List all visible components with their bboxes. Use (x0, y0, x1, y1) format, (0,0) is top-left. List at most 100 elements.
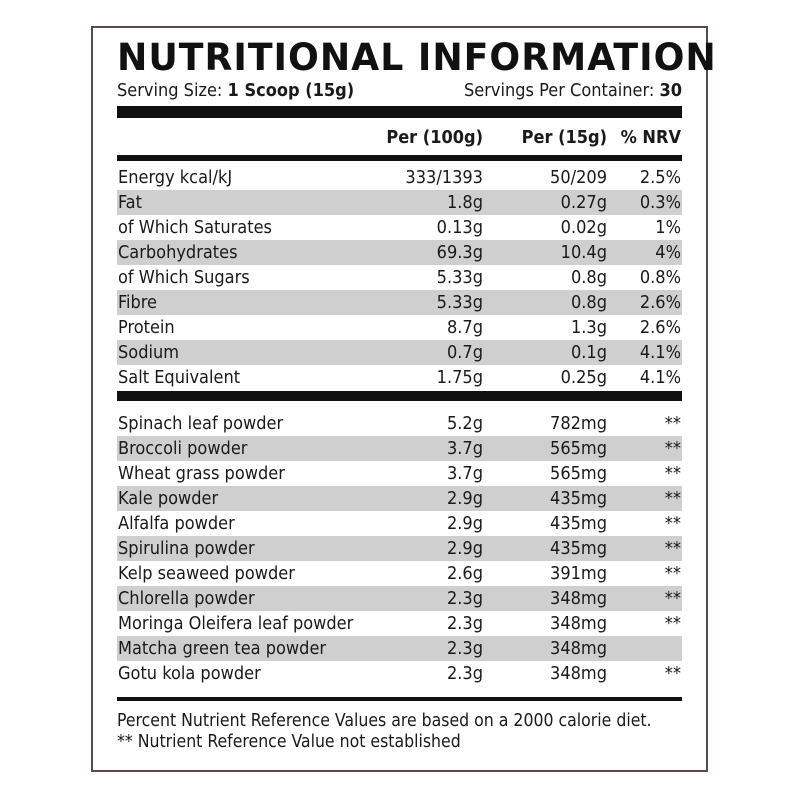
cell-per15: 0.25g (560, 367, 607, 388)
cell-nrv: 2.6% (639, 317, 681, 338)
cell-name: Chlorella powder (118, 588, 255, 609)
cell-name: Energy kcal/kJ (118, 167, 233, 188)
servings-per-container-value: 30 (659, 80, 682, 101)
cell-name: Kale powder (118, 488, 219, 509)
divider-section (117, 391, 682, 401)
cell-nrv: 2.6% (639, 292, 681, 313)
nutrient-row: of Which Saturates 0.13g 0.02g 1% (117, 215, 682, 240)
cell-per100: 8.7g (446, 317, 483, 338)
ingredient-row: Moringa Oleifera leaf powder 2.3g 348mg ** (117, 611, 682, 636)
cell-per15: 348mg (550, 663, 607, 684)
cell-per100: 2.3g (446, 638, 483, 659)
cell-nrv: 4.1% (639, 342, 681, 363)
cell-name: Protein (118, 317, 175, 338)
nutrition-label: NUTRITIONAL INFORMATION Serving Size: 1 … (117, 28, 717, 770)
cell-nrv: ** (664, 463, 681, 484)
cell-nrv: 2.5% (639, 167, 681, 188)
cell-per100: 0.13g (436, 217, 483, 238)
cell-per15: 0.02g (560, 217, 607, 238)
ingredient-row: Broccoli powder 3.7g 565mg ** (117, 436, 682, 461)
cell-name: Wheat grass powder (118, 463, 285, 484)
cell-name: of Which Saturates (118, 217, 272, 238)
cell-per15: 435mg (550, 488, 607, 509)
cell-per100: 333/1393 (405, 167, 483, 188)
divider-footer (117, 697, 682, 701)
cell-per15: 565mg (550, 463, 607, 484)
servings-per-container: Servings Per Container: 30 (464, 80, 682, 102)
cell-per100: 1.75g (436, 367, 483, 388)
cell-nrv: ** (664, 663, 681, 684)
cell-name: Spirulina powder (118, 538, 255, 559)
cell-per100: 2.3g (446, 613, 483, 634)
nutrient-row: Salt Equivalent 1.75g 0.25g 4.1% (117, 365, 682, 390)
cell-per15: 0.27g (560, 192, 607, 213)
header-per-15g: Per (15g) (521, 127, 607, 148)
label-title: NUTRITIONAL INFORMATION (117, 36, 717, 79)
ingredient-row: Kale powder 2.9g 435mg ** (117, 486, 682, 511)
footnotes: Percent Nutrient Reference Values are ba… (117, 711, 682, 753)
cell-per100: 1.8g (446, 192, 483, 213)
cell-name: Broccoli powder (118, 438, 248, 459)
nutrient-row: Fat 1.8g 0.27g 0.3% (117, 190, 682, 215)
cell-nrv: 0.8% (639, 267, 681, 288)
cell-per15: 435mg (550, 538, 607, 559)
cell-per15: 1.3g (570, 317, 607, 338)
cell-nrv: 4.1% (639, 367, 681, 388)
cell-nrv: 1% (655, 217, 681, 238)
cell-per15: 348mg (550, 588, 607, 609)
cell-name: Carbohydrates (118, 242, 238, 263)
ingredient-row: Spirulina powder 2.9g 435mg ** (117, 536, 682, 561)
cell-nrv: ** (664, 438, 681, 459)
nutrition-label-frame: NUTRITIONAL INFORMATION Serving Size: 1 … (91, 26, 717, 772)
serving-size-value: 1 Scoop (15g) (227, 80, 355, 101)
cell-per100: 2.3g (446, 663, 483, 684)
cell-per15: 0.8g (570, 292, 607, 313)
cell-per100: 2.9g (446, 513, 483, 534)
cell-nrv: ** (664, 488, 681, 509)
cell-name: Kelp seaweed powder (118, 563, 295, 584)
cell-nrv: ** (664, 413, 681, 434)
cell-name: Fat (118, 192, 142, 213)
cell-per15: 782mg (550, 413, 607, 434)
cell-per100: 2.9g (446, 538, 483, 559)
cell-per100: 5.33g (436, 292, 483, 313)
footnote-asterisk: ** Nutrient Reference Value not establis… (117, 732, 461, 752)
cell-per100: 5.2g (446, 413, 483, 434)
footnote-nrv: Percent Nutrient Reference Values are ba… (117, 711, 652, 731)
cell-per15: 0.8g (570, 267, 607, 288)
cell-per100: 0.7g (446, 342, 483, 363)
nutrient-row: Carbohydrates 69.3g 10.4g 4% (117, 240, 682, 265)
ingredient-row: Gotu kola powder 2.3g 348mg ** (117, 661, 682, 686)
cell-per15: 348mg (550, 613, 607, 634)
divider-thick (117, 106, 682, 118)
cell-per15: 348mg (550, 638, 607, 659)
cell-name: Spinach leaf powder (118, 413, 284, 434)
nutrient-row: Sodium 0.7g 0.1g 4.1% (117, 340, 682, 365)
cell-per100: 2.3g (446, 588, 483, 609)
cell-per100: 69.3g (436, 242, 483, 263)
nutrient-row: Fibre 5.33g 0.8g 2.6% (117, 290, 682, 315)
cell-per15: 391mg (550, 563, 607, 584)
cell-per100: 3.7g (446, 463, 483, 484)
header-nrv: % NRV (620, 127, 681, 148)
cell-nrv: ** (664, 613, 681, 634)
cell-per15: 435mg (550, 513, 607, 534)
cell-name: Alfalfa powder (118, 513, 235, 534)
ingredient-row: Chlorella powder 2.3g 348mg ** (117, 586, 682, 611)
cell-per15: 50/209 (550, 167, 607, 188)
ingredient-row: Wheat grass powder 3.7g 565mg ** (117, 461, 682, 486)
cell-per100: 2.6g (446, 563, 483, 584)
cell-per100: 5.33g (436, 267, 483, 288)
cell-per15: 565mg (550, 438, 607, 459)
ingredient-row: Spinach leaf powder 5.2g 782mg ** (117, 411, 682, 436)
nutrient-row: of Which Sugars 5.33g 0.8g 0.8% (117, 265, 682, 290)
ingredient-row: Matcha green tea powder 2.3g 348mg (117, 636, 682, 661)
header-per-100g: Per (100g) (386, 127, 483, 148)
cell-nrv: 4% (655, 242, 681, 263)
cell-name: Salt Equivalent (118, 367, 241, 388)
cell-nrv: 0.3% (639, 192, 681, 213)
cell-per100: 2.9g (446, 488, 483, 509)
ingredient-row: Alfalfa powder 2.9g 435mg ** (117, 511, 682, 536)
divider-header (117, 155, 682, 161)
cell-nrv: ** (664, 513, 681, 534)
